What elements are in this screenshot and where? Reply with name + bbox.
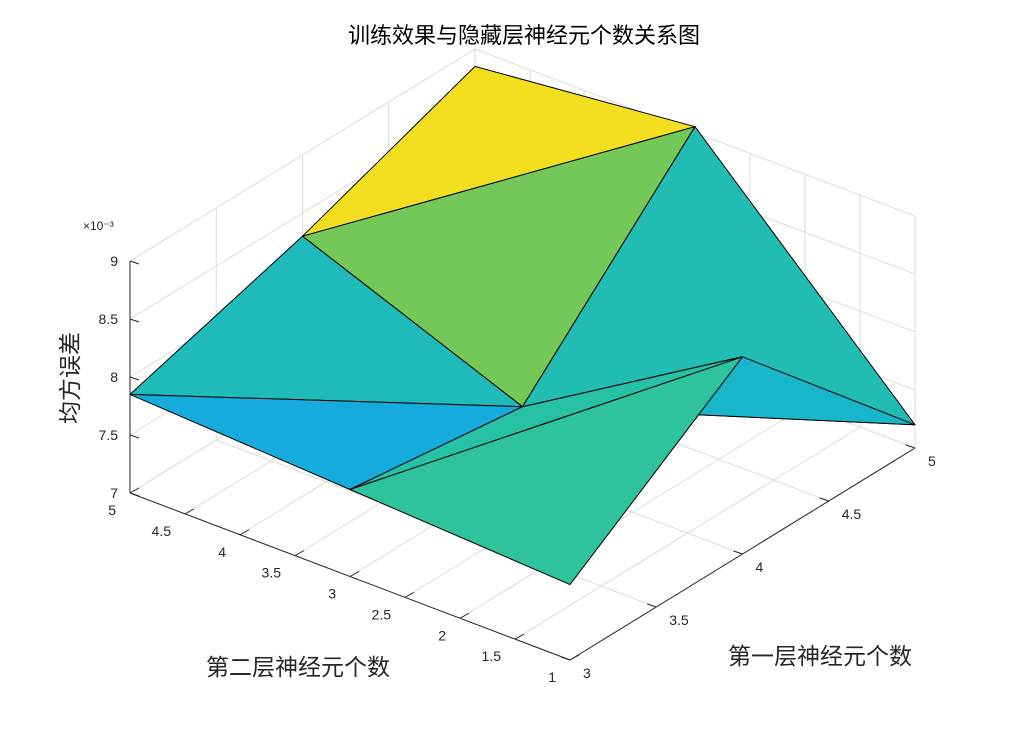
back-wall-grid-line — [129, 48, 476, 262]
y-tick-label: 4 — [218, 544, 226, 560]
x-tick-label: 3 — [583, 665, 591, 681]
x-tick-mark — [905, 444, 916, 449]
floor-grid-line — [459, 405, 806, 619]
y-tick-mark — [459, 612, 470, 619]
y-tick-mark — [569, 654, 580, 661]
y-tick-mark — [514, 633, 525, 640]
y-tick-mark — [349, 571, 360, 577]
surface-patch — [349, 356, 743, 586]
x-axis-label: 第一层神经元个数 — [728, 644, 912, 670]
y-tick-mark — [239, 529, 250, 536]
y-tick-label: 3.5 — [262, 565, 282, 581]
z-tick-mark — [129, 492, 140, 497]
axes — [129, 260, 916, 661]
y-tick-label: 2.5 — [372, 606, 392, 622]
y-tick-label: 4.5 — [152, 523, 172, 539]
z-axis-label: 均方误差 — [58, 332, 84, 424]
x-tick-mark — [647, 603, 657, 608]
x-tick-mark — [733, 550, 743, 555]
floor-grid-line — [514, 426, 861, 640]
chart-title: 训练效果与隐藏层神经元个数关系图 — [348, 24, 700, 49]
z-tick-label: 7.5 — [99, 427, 119, 443]
x-tick-label: 3.5 — [669, 612, 689, 628]
x-tick-mark — [560, 656, 571, 661]
y-tick-label: 5 — [108, 502, 116, 518]
z-tick-label: 9 — [110, 253, 118, 269]
x-tick-label: 4 — [756, 559, 764, 575]
z-tick-mark — [129, 434, 140, 439]
x-tick-mark — [819, 497, 829, 502]
z-tick-label: 8 — [110, 369, 118, 385]
y-tick-label: 3 — [328, 586, 336, 602]
y-tick-label: 2 — [438, 627, 446, 643]
y-axis-label: 第二层神经元个数 — [206, 655, 390, 681]
z-tick-mark — [129, 260, 140, 265]
x-tick-label: 5 — [928, 453, 936, 469]
y-tick-mark — [129, 487, 140, 494]
surface-plot — [129, 65, 916, 586]
y-tick-mark — [184, 508, 195, 515]
z-tick-mark — [129, 318, 140, 323]
z-exponent-label: ×10⁻³ — [83, 219, 114, 233]
z-tick-label: 7 — [110, 485, 118, 501]
y-tick-mark — [404, 591, 415, 598]
z-tick-mark — [129, 376, 140, 381]
x-tick-label: 4.5 — [842, 506, 862, 522]
z-tick-label: 8.5 — [99, 311, 119, 327]
y-tick-label: 1.5 — [482, 648, 502, 664]
y-tick-label: 1 — [548, 669, 556, 685]
y-tick-mark — [294, 550, 305, 557]
